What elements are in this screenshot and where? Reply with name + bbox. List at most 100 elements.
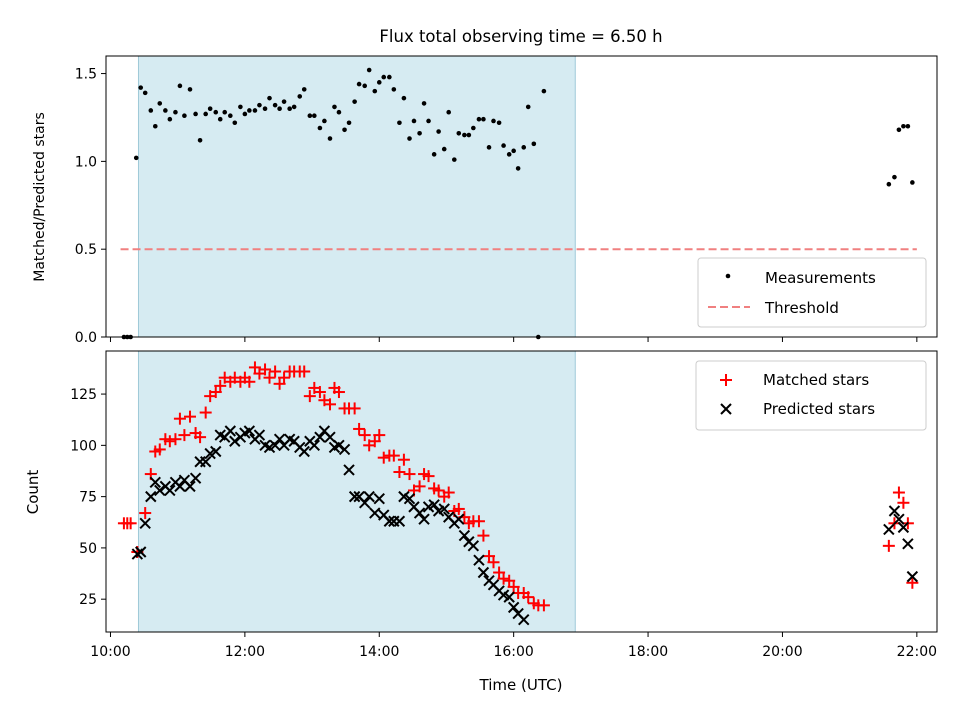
- x-tick-label: 12:00: [225, 644, 265, 660]
- x-tick-label: 14:00: [359, 644, 399, 660]
- measurement-point: [366, 67, 372, 73]
- measurement-point: [163, 108, 168, 113]
- matched-star-point: [269, 365, 282, 378]
- measurement-point: [287, 106, 292, 111]
- matched-star-point: [199, 406, 212, 419]
- predicted-star-point: [314, 431, 326, 443]
- matched-star-point: [278, 371, 291, 384]
- predicted-star-point: [199, 456, 212, 468]
- measurement-point: [486, 145, 492, 150]
- measurement-point: [262, 106, 268, 111]
- measurement-point: [197, 138, 203, 143]
- predicted-star-point: [135, 546, 147, 558]
- matched-star-point: [892, 486, 905, 499]
- matched-star-point: [373, 429, 386, 442]
- matched-star-point: [178, 429, 191, 442]
- bottom-y-ticks: 25 50 75 100 125: [70, 387, 106, 608]
- predicted-star-point: [373, 492, 385, 505]
- measurement-point: [541, 88, 547, 94]
- predicted-star-point: [338, 443, 351, 456]
- measurement-point: [506, 152, 512, 157]
- measurement-point: [133, 155, 139, 161]
- predicted-star-point: [273, 433, 286, 445]
- predicted-star-point: [428, 499, 440, 511]
- matched-star-point: [273, 377, 286, 390]
- matched-star-point: [194, 431, 207, 444]
- measurement-point: [342, 127, 347, 133]
- x-tick-label: 16:00: [493, 644, 533, 660]
- measurement-point: [242, 111, 248, 117]
- measurement-point: [207, 106, 213, 111]
- measurement-point: [886, 181, 892, 187]
- matched-star-point: [507, 580, 520, 593]
- measurement-point: [521, 145, 527, 150]
- matched-star-point: [483, 550, 496, 563]
- measurement-point: [238, 104, 243, 110]
- top-title: Flux total observing time = 6.50 h: [379, 27, 662, 46]
- measurement-point: [417, 130, 422, 136]
- measurement-point: [317, 125, 323, 131]
- measurement-point: [381, 74, 387, 80]
- predicted-star-point: [467, 540, 480, 552]
- measurement-point: [187, 87, 193, 92]
- predicted-star-point: [224, 425, 237, 437]
- matched-star-point: [387, 449, 400, 462]
- predicted-star-point: [403, 492, 416, 505]
- matched-star-point: [332, 386, 345, 399]
- x-tick-label: 20:00: [762, 644, 802, 660]
- measurement-point: [896, 127, 902, 133]
- measurement-point: [203, 111, 208, 117]
- matched-star-point: [397, 453, 410, 466]
- measurement-point: [327, 136, 333, 141]
- predicted-star-point: [154, 484, 166, 497]
- measurement-point: [193, 111, 198, 117]
- matched-stars-points: [117, 361, 919, 612]
- matched-star-point: [882, 539, 895, 552]
- top-legend: Measurements Threshold: [697, 257, 927, 328]
- bottom-x-ticks: 10:00 12:00 14:00 16:00 18:00 20:00 22:00: [90, 632, 937, 660]
- measurement-point: [426, 118, 431, 124]
- bottom-shaded-interval: [137, 350, 576, 633]
- top-panel: 0.0 0.5 1.0 1.5 Flux total observing time =…: [32, 27, 938, 346]
- measurement-point: [267, 95, 272, 101]
- predicted-star-point: [348, 490, 361, 503]
- y-tick-label: 0.5: [75, 242, 97, 258]
- measurement-point: [173, 109, 178, 115]
- predicted-star-point: [897, 521, 910, 534]
- measurement-point: [213, 109, 219, 115]
- y-tick-label: 1.0: [75, 154, 97, 170]
- measurement-point: [307, 113, 313, 119]
- measurement-point: [456, 130, 462, 136]
- legend-matched-label: Matched stars: [763, 371, 869, 389]
- predicted-star-point: [453, 513, 465, 525]
- measurement-point: [142, 90, 148, 96]
- legend-matched-marker: [720, 374, 732, 386]
- y-tick-label: 0.0: [75, 330, 97, 346]
- matched-star-point: [897, 496, 910, 509]
- measurement-point: [476, 116, 482, 122]
- matched-star-point: [432, 484, 445, 497]
- predicted-star-point: [189, 472, 202, 484]
- measurement-point: [452, 157, 457, 162]
- legend-predicted-marker: [720, 403, 732, 415]
- measurement-point: [372, 88, 378, 94]
- x-tick-label: 10:00: [90, 644, 130, 660]
- y-tick-label: 50: [79, 541, 97, 557]
- predicted-star-point: [174, 480, 186, 493]
- measurement-point: [272, 102, 278, 108]
- measurement-point: [217, 116, 223, 122]
- measurement-point: [222, 109, 228, 115]
- top-x-ticks: [109, 337, 918, 342]
- predicted-star-point: [902, 538, 914, 550]
- measurement-point: [228, 113, 233, 119]
- measurement-point: [431, 152, 437, 157]
- predicted-star-point: [298, 445, 310, 458]
- measurement-point: [515, 166, 521, 171]
- y-tick-label: 100: [70, 438, 97, 454]
- y-tick-label: 25: [79, 592, 97, 608]
- measurement-point: [421, 101, 427, 106]
- matched-star-point: [243, 375, 256, 388]
- measurement-point: [232, 120, 238, 126]
- measurement-point: [297, 94, 303, 99]
